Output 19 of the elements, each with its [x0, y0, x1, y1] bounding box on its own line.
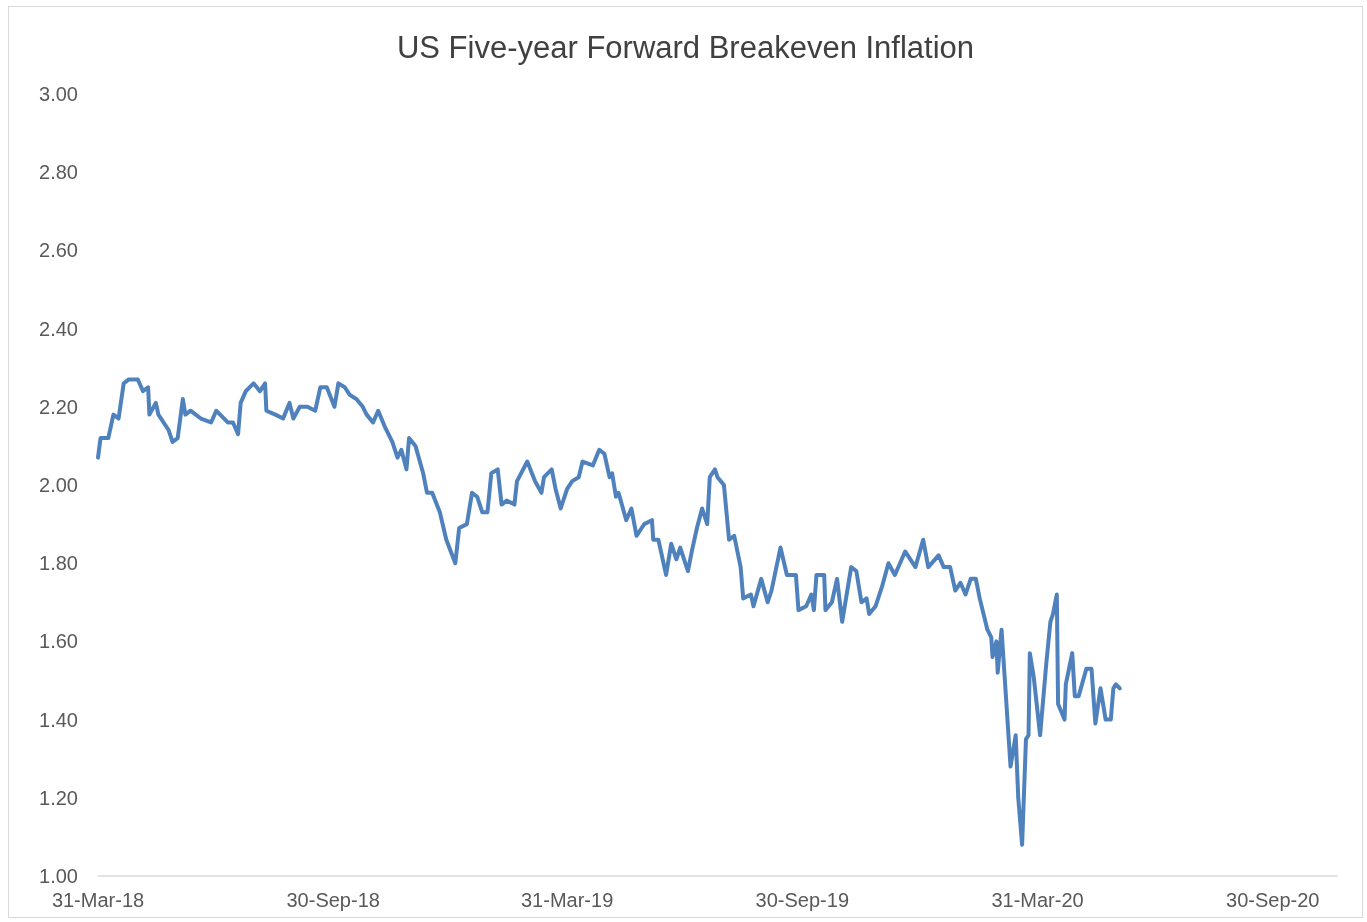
chart-title: US Five-year Forward Breakeven Inflation [396, 30, 975, 65]
y-tick-label: 1.60 [39, 630, 78, 653]
y-tick-label: 1.40 [39, 708, 78, 731]
y-tick-label: 2.20 [39, 395, 78, 418]
x-tick-label: 30-Sep-18 [286, 889, 380, 911]
x-tick-label: 30-Sep-20 [1226, 889, 1320, 911]
x-tick-label: 31-Mar-20 [991, 889, 1084, 911]
x-tick-label: 30-Sep-19 [755, 889, 850, 911]
x-tick-label: 31-Mar-18 [51, 889, 145, 911]
y-tick-label: 2.40 [39, 317, 78, 340]
x-tick-label: 31-Mar-19 [520, 889, 614, 911]
y-tick-label: 1.20 [39, 786, 78, 809]
y-tick-label: 2.80 [39, 161, 78, 184]
y-tick-label: 2.00 [39, 474, 78, 496]
y-tick-label: 1.80 [39, 552, 78, 575]
y-tick-label: 1.00 [39, 865, 78, 887]
y-tick-label: 3.00 [39, 83, 78, 105]
line-series [96, 377, 1122, 847]
y-tick-label: 2.60 [39, 239, 78, 262]
